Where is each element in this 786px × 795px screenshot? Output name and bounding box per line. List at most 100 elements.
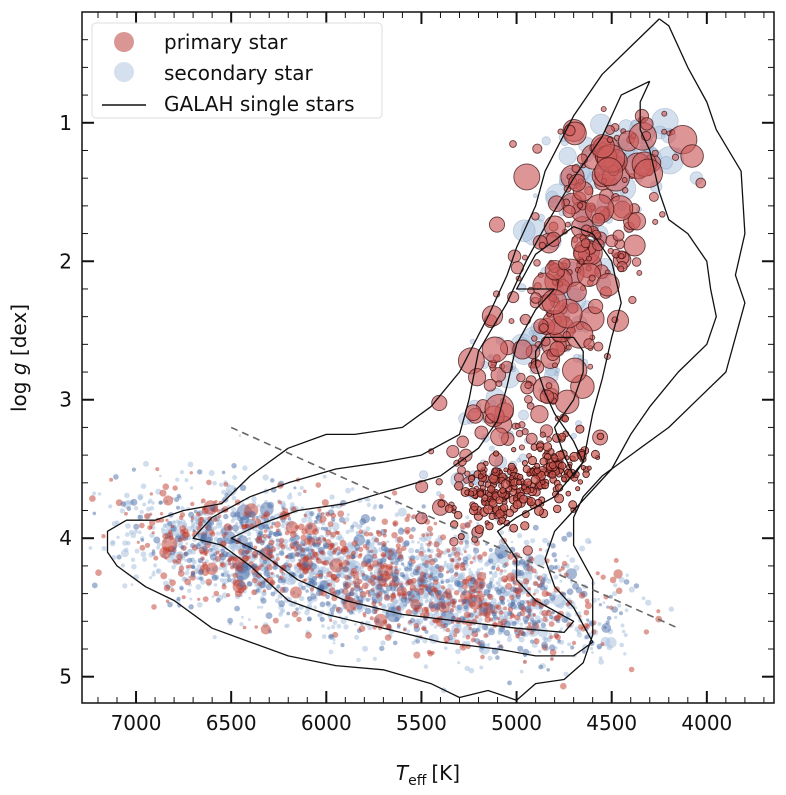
secondary-star-point [191,565,196,570]
primary-star-point [455,563,461,569]
secondary-star-point [465,540,469,544]
secondary-star-point [444,561,447,564]
secondary-star-point [92,583,98,589]
secondary-star-point [231,507,236,512]
secondary-star-point [76,557,81,562]
secondary-star-point [337,552,340,555]
primary-star-point [411,595,414,598]
primary-star-point [421,533,425,537]
secondary-star-point [529,330,534,335]
secondary-star-point [331,625,335,629]
primary-star-point [405,530,410,535]
primary-star-point [334,577,340,583]
primary-star-point [270,572,273,575]
primary-star-point [540,324,549,333]
primary-star-point [151,604,157,610]
primary-star-point [243,512,247,516]
secondary-star-point [57,514,60,517]
primary-star-point [367,566,373,572]
primary-star-point [535,507,544,516]
secondary-star-point [328,634,334,640]
secondary-star-point [634,583,639,588]
secondary-star-point [561,600,566,605]
secondary-star-point [556,368,560,372]
secondary-star-point [403,540,409,546]
secondary-star-point [497,564,500,567]
secondary-star-point [191,571,195,575]
secondary-star-point [248,597,251,600]
secondary-star-point [517,612,522,617]
secondary-star-point [276,539,280,543]
primary-star-point [383,620,387,624]
secondary-star-point [445,579,450,584]
primary-star-point [433,579,439,585]
secondary-star-point [541,622,546,627]
secondary-star-point [121,563,125,567]
primary-star-point [587,256,592,261]
secondary-star-point [577,629,582,634]
primary-star-point [541,480,545,484]
primary-star-point [321,512,325,516]
y-axis-label-unit: [dex] [7,304,31,362]
primary-star-point [351,568,357,574]
primary-star-point [584,339,594,349]
primary-star-point [452,546,457,551]
secondary-star-point [422,504,426,508]
primary-star-point [576,425,584,433]
primary-star-point [532,336,538,342]
primary-star-point [440,534,446,540]
secondary-star-point [309,578,313,582]
secondary-star-point [645,600,651,606]
secondary-star-point [276,584,280,588]
primary-star-point [137,541,140,544]
primary-star-point [140,545,146,551]
primary-star-point [616,588,623,595]
secondary-star-point [190,519,193,522]
primary-star-point [588,299,602,313]
secondary-star-point [131,558,135,562]
secondary-star-point [335,542,339,546]
secondary-star-point [354,544,360,550]
secondary-star-point [350,525,354,529]
primary-star-point [165,519,168,522]
primary-star-point [418,551,424,557]
secondary-star-point [329,650,334,655]
secondary-star-point [326,568,329,571]
primary-star-point [254,554,258,558]
primary-star-point [518,630,525,637]
secondary-star-point [138,530,142,534]
secondary-star-point [276,574,280,578]
x-tick-label: 7000 [111,711,162,735]
secondary-star-point [59,472,62,475]
primary-star-point [370,616,374,620]
secondary-star-point [379,646,384,651]
primary-star-point [634,159,662,187]
secondary-star-point [351,487,355,491]
secondary-star-point [368,550,371,553]
secondary-star-point [242,465,247,470]
primary-star-point [270,554,274,558]
primary-star-point [227,558,231,562]
secondary-star-point [356,524,361,529]
secondary-star-point [239,622,243,626]
secondary-star-point [185,537,188,540]
primary-star-point [422,607,428,613]
primary-star-point [487,594,493,600]
x-tick-label: 5000 [491,711,542,735]
secondary-star-point [102,546,107,551]
secondary-star-point [494,587,499,592]
primary-star-point [303,568,309,574]
legend-secondary-label: secondary star [164,61,314,85]
secondary-star-point [138,515,144,521]
secondary-star-point [326,601,331,606]
primary-star-point [460,565,466,571]
secondary-star-point [134,529,139,534]
primary-star-point [403,628,406,631]
secondary-star-point [127,507,132,512]
primary-star-point [577,154,587,164]
secondary-star-point [116,536,119,539]
secondary-star-point [401,562,404,565]
primary-star-point [257,582,262,587]
primary-star-point [359,586,363,590]
primary-star-point [470,561,474,565]
